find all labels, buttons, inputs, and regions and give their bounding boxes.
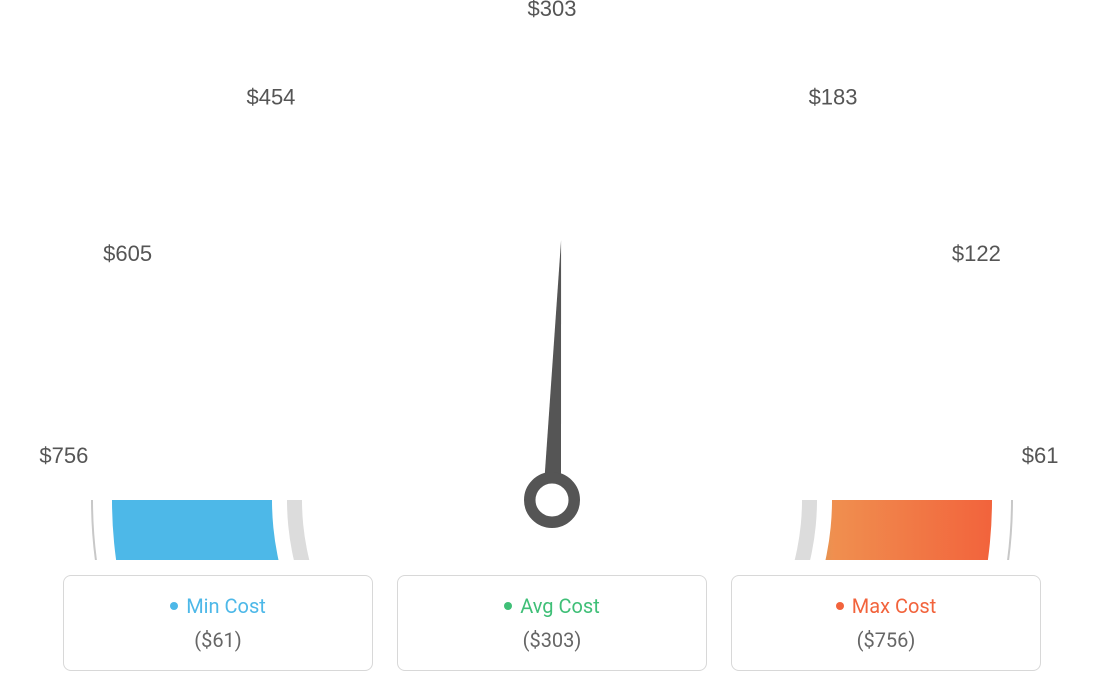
legend-title-max: Max Cost <box>852 594 937 618</box>
legend-dot-min <box>170 602 178 610</box>
legend-box-avg: Avg Cost ($303) <box>397 575 707 671</box>
gauge-chart: $61 $122 $183 $303 $454 $605 $756 <box>0 0 1104 560</box>
legend-value-max: ($756) <box>762 628 1010 652</box>
legend-box-min: Min Cost ($61) <box>63 575 373 671</box>
svg-text:$756: $756 <box>39 443 88 468</box>
legend-title-avg: Avg Cost <box>520 594 600 618</box>
legend-value-avg: ($303) <box>428 628 676 652</box>
legend-value-min: ($61) <box>94 628 342 652</box>
legend-dot-max <box>836 602 844 610</box>
legend-title-min: Min Cost <box>186 594 266 618</box>
svg-text:$183: $183 <box>809 84 858 109</box>
legend-box-max: Max Cost ($756) <box>731 575 1041 671</box>
svg-text:$605: $605 <box>103 241 152 266</box>
svg-text:$122: $122 <box>952 241 1001 266</box>
svg-text:$303: $303 <box>528 0 577 21</box>
svg-text:$61: $61 <box>1022 443 1059 468</box>
svg-text:$454: $454 <box>246 84 295 109</box>
legend-dot-avg <box>504 602 512 610</box>
legend: Min Cost ($61) Avg Cost ($303) Max Cost … <box>0 575 1104 671</box>
